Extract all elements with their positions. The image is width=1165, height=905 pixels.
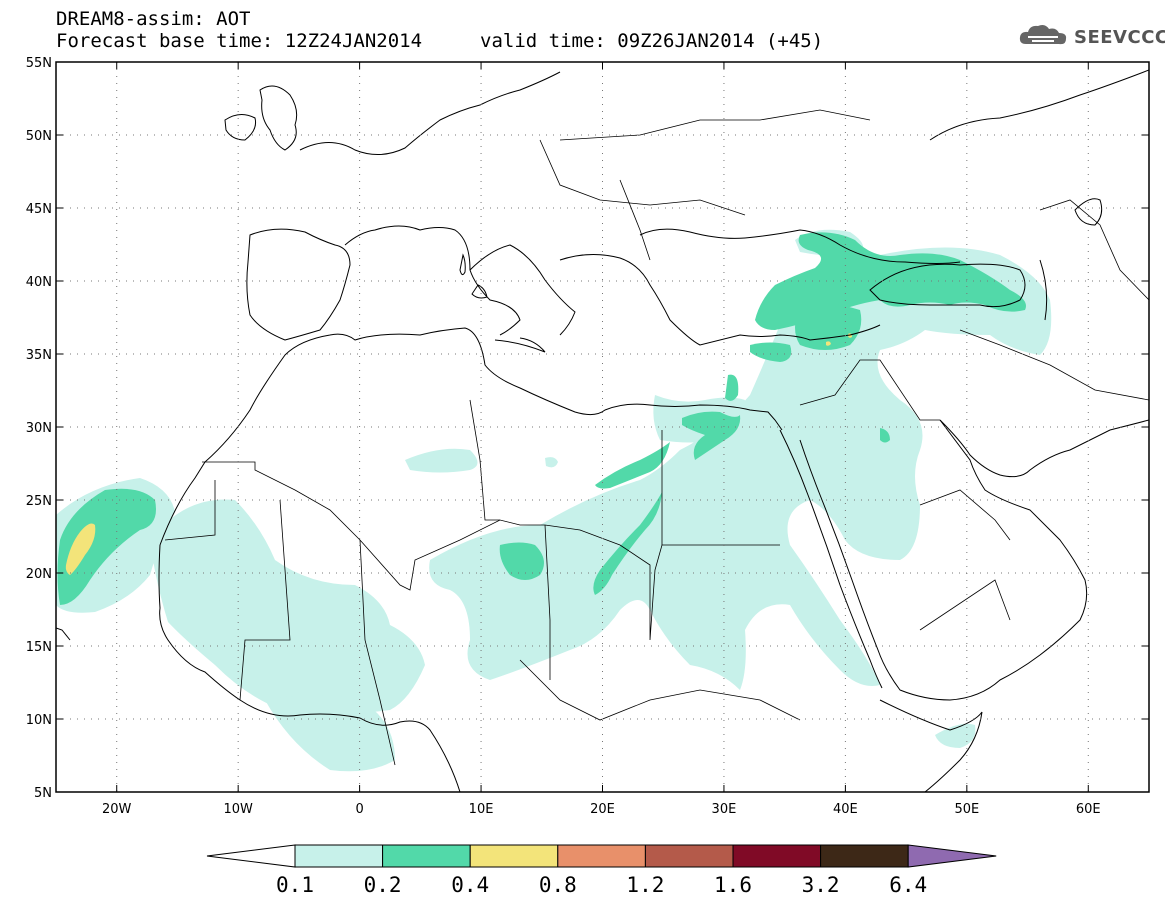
lon-label: 40E [833,802,858,817]
colorbar-label: 1.2 [626,873,664,897]
lat-label: 35N [26,348,52,363]
colorbar-labels: 0.1 0.2 0.4 0.8 1.2 1.6 3.2 6.4 [276,873,927,897]
logo-text: SEEVCCC [1074,26,1165,48]
colorbar-label: 0.8 [539,873,577,897]
map-title: DREAM8-assim: AOT [56,8,251,30]
colorbar-label: 1.6 [714,873,752,897]
cloud-icon [1018,22,1070,52]
lat-label: 5N [34,786,52,801]
axis-ticks [56,61,1149,793]
lat-label: 30N [26,421,52,436]
longitude-labels: 20W 10W 0 10E 20E 30E 40E 50E 60E [102,802,1101,817]
lat-label: 50N [26,129,52,144]
lon-label: 20E [590,802,615,817]
map-header: DREAM8-assim: AOT Forecast base time: 12… [56,8,422,52]
colorbar-label: 0.1 [276,873,314,897]
graticule [56,62,1149,792]
aot-level-0.2 [57,232,1026,605]
valid-time: valid time: 09Z26JAN2014 (+45) [480,30,824,52]
colorbar-over-triangle [907,844,997,868]
country-borders [164,109,1149,766]
lat-label: 40N [26,275,52,290]
latitude-labels: 55N 50N 45N 40N 35N 30N 25N 20N 15N 10N 5N [26,56,52,801]
lon-label: 10W [223,802,253,817]
coastlines [56,69,1149,792]
lon-label: 50E [954,802,979,817]
aot-level-0.4 [65,333,852,575]
colorbar-under-triangle [206,844,296,868]
lat-label: 25N [26,494,52,509]
colorbar-label: 0.4 [451,873,489,897]
lon-label: 20W [102,802,132,817]
lon-label: 30E [712,802,737,817]
lat-label: 55N [26,56,52,71]
colorbar-label: 3.2 [802,873,840,897]
forecast-base-time: Forecast base time: 12Z24JAN2014 [56,30,423,52]
colorbar-box [557,844,646,868]
colorbar-box [382,844,471,868]
colorbar-box [469,844,559,868]
aot-fields [56,229,1052,772]
colorbar-label: 6.4 [889,873,927,897]
lon-label: 10E [469,802,494,817]
colorbar-box [644,844,734,868]
lon-label: 0 [355,802,363,817]
seevccc-logo: SEEVCCC [1018,22,1165,52]
lat-label: 20N [26,567,52,582]
colorbar-box [732,844,822,868]
lon-label: 60E [1076,802,1101,817]
colorbar [206,844,997,868]
colorbar-box [820,844,909,868]
lat-label: 10N [26,713,52,728]
lat-label: 45N [26,202,52,217]
aot-level-0.1 [56,229,1052,772]
lat-label: 15N [26,640,52,655]
colorbar-label: 0.2 [364,873,402,897]
colorbar-box [294,844,384,868]
